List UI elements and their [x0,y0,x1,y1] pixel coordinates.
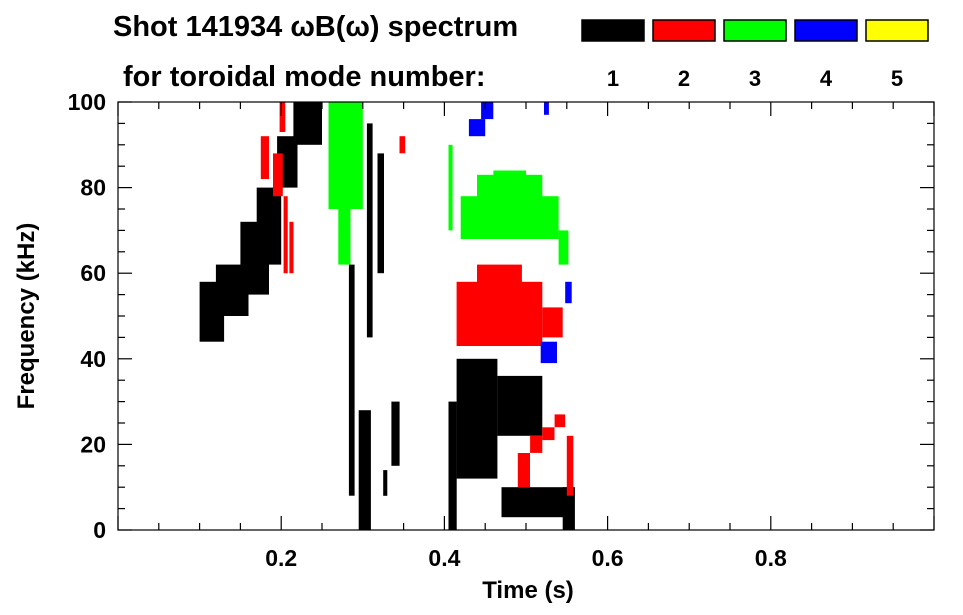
mode-2-region-0 [260,136,269,179]
mode-1-region-8 [366,123,373,338]
y-tick-label: 20 [80,431,106,457]
mode-1-region-5 [293,102,322,145]
mode-3-region-2 [448,144,453,231]
mode-3-region-6 [558,230,569,265]
mode-3-region-5 [493,170,526,188]
plot-data [199,102,575,530]
mode-2-region-8 [542,307,563,338]
axis-ticks [117,101,935,531]
chart-title-line1: Shot 141934 ωB(ω) spectrum [113,11,518,43]
mode-2-region-1 [273,153,283,197]
mode-1-region-12 [448,401,457,530]
x-tick-label: 0.2 [265,545,297,571]
legend-swatch-mode-1 [581,19,645,42]
mode-1-region-7 [358,410,371,530]
x-tick-labels: 0.2 0.4 0.6 0.8 [265,545,787,571]
y-tick-labels: 0 20 40 60 80 100 [68,89,106,543]
mode-1-region-15 [501,487,567,518]
mode-1-region-14 [497,375,543,436]
mode-3-region-0 [328,102,363,209]
legend-label-mode-3: 3 [749,66,761,91]
y-tick-label: 80 [80,175,106,201]
y-tick-label: 60 [80,260,106,286]
mode-2-region-7 [477,264,522,286]
legend-swatch-mode-3 [723,19,787,42]
legend-label-mode-5: 5 [891,66,903,91]
mode-4-region-2 [540,341,557,364]
mode-1-region-11 [383,470,388,496]
y-tick-label: 100 [68,89,106,115]
legend-swatch-mode-4 [794,19,858,42]
mode-4-region-4 [544,102,549,115]
legend: 1 2 3 4 5 [581,19,929,91]
chart-title-line2: for toroidal mode number: [123,61,486,93]
mode-4-region-0 [468,119,486,137]
y-tick-label: 0 [93,517,106,543]
mode-2-region-13 [566,435,574,496]
x-tick-label: 0.6 [592,545,624,571]
mode-2-region-9 [517,453,530,488]
legend-swatch-mode-2 [652,19,716,42]
x-axis-label: Time (s) [482,577,574,604]
mode-1-region-9 [377,153,384,274]
x-tick-label: 0.8 [755,545,787,571]
x-tick-label: 0.4 [428,545,460,571]
mode-1-region-6 [348,264,355,496]
mode-2-region-2 [279,102,286,132]
y-axis-label: Frequency (kHz) [13,223,40,410]
mode-2-region-10 [530,435,543,453]
legend-label-mode-1: 1 [607,66,619,91]
mode-1-region-10 [391,401,400,466]
y-tick-label: 40 [80,346,106,372]
legend-swatch-mode-5 [865,19,929,42]
mode-2-region-3 [283,196,288,274]
mode-2-region-6 [456,281,543,346]
mode-4-region-1 [481,102,494,120]
mode-1-region-16 [562,487,575,530]
mode-2-region-5 [399,136,406,154]
mode-4-region-3 [565,281,572,304]
mode-1-region-3 [256,187,282,265]
mode-3-region-1 [338,209,351,265]
legend-label-mode-2: 2 [678,66,690,91]
legend-label-mode-4: 4 [820,66,833,91]
mode-2-region-12 [554,414,566,428]
mode-2-region-11 [542,427,555,441]
mode-1-region-13 [456,358,498,479]
mode-2-region-4 [289,221,294,274]
